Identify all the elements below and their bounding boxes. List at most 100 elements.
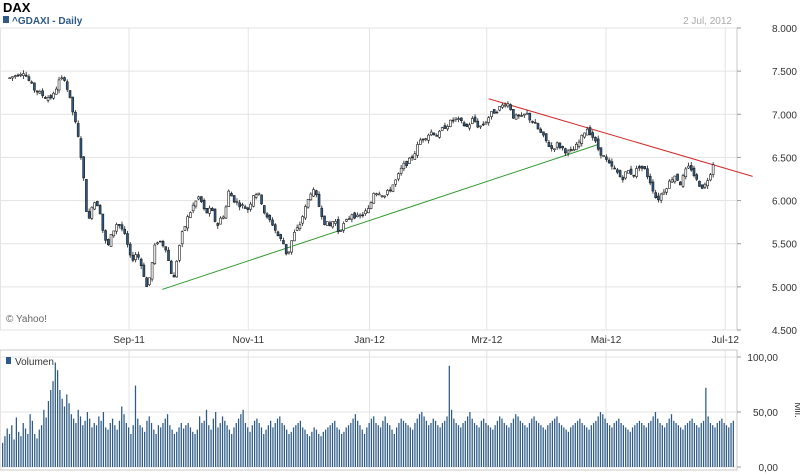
candle-body xyxy=(391,184,395,192)
candle-body xyxy=(388,189,392,192)
candle-body xyxy=(640,165,644,169)
volume-bar xyxy=(86,412,89,467)
volume-bar xyxy=(723,423,725,467)
candle-body xyxy=(68,90,72,98)
volume-bar xyxy=(732,420,734,467)
volume-bar xyxy=(164,418,166,467)
candle-body xyxy=(689,165,693,171)
volume-bar xyxy=(347,425,350,467)
volume-bar xyxy=(602,414,604,467)
volume-bar xyxy=(82,425,84,467)
volume-bar xyxy=(73,418,75,467)
volume-bar xyxy=(228,429,231,467)
volume-bar xyxy=(586,427,588,467)
volume-bar xyxy=(123,414,125,467)
volume-bar xyxy=(707,416,709,467)
candle-body xyxy=(602,155,605,157)
volume-bar xyxy=(689,420,691,467)
volume-bar xyxy=(595,420,597,467)
volume-bar xyxy=(38,429,40,467)
candle-body xyxy=(55,88,58,95)
candle-body xyxy=(533,122,537,124)
candle-body xyxy=(252,195,255,207)
candle-body xyxy=(221,216,225,219)
volume-bar xyxy=(302,427,304,467)
price-y-tick-label: 4.500 xyxy=(772,326,797,337)
candle-body xyxy=(22,73,25,76)
candle-body xyxy=(85,179,88,212)
volume-bar xyxy=(647,423,650,467)
price-x-tick-label: Jul-12 xyxy=(712,335,740,346)
volume-bar xyxy=(620,423,622,467)
candle-body xyxy=(309,193,313,201)
volume-bar xyxy=(22,423,24,467)
volume-bar xyxy=(611,427,613,467)
candle-body xyxy=(241,204,244,206)
candle-body xyxy=(52,92,55,99)
candle-body xyxy=(82,156,85,179)
volume-bar xyxy=(418,414,421,467)
volume-bar xyxy=(709,423,712,467)
candle-body xyxy=(670,179,674,183)
volume-bar xyxy=(641,423,643,467)
candle-body xyxy=(298,224,302,229)
volume-bar xyxy=(47,401,50,467)
volume-bar xyxy=(597,416,599,467)
candle-body xyxy=(703,183,707,188)
volume-bar xyxy=(63,406,66,467)
volume-bar xyxy=(519,420,521,467)
candle-body xyxy=(413,153,417,160)
candle-body xyxy=(629,168,633,175)
candle-body xyxy=(495,111,499,114)
candle-body xyxy=(681,175,685,187)
candle-body xyxy=(224,206,228,219)
volume-bar xyxy=(428,425,430,467)
volume-bar xyxy=(407,425,409,467)
volume-bar xyxy=(150,423,153,467)
volume-bar xyxy=(574,423,576,467)
volume-bar xyxy=(359,425,361,467)
candle-body xyxy=(131,254,135,261)
candle-body xyxy=(460,117,463,121)
volume-bar xyxy=(473,423,476,467)
candle-body xyxy=(575,143,578,151)
candle-body xyxy=(104,230,107,241)
volume-bar xyxy=(20,436,22,467)
volume-bar xyxy=(700,423,702,467)
volume-bar xyxy=(583,425,586,467)
price-y-tick-label: 6.000 xyxy=(772,197,797,208)
volume-y-tick-label: 100,00 xyxy=(747,353,778,364)
volume-bar xyxy=(535,420,537,467)
volume-bar xyxy=(283,425,286,467)
volume-bar xyxy=(338,429,340,467)
volume-bar xyxy=(496,420,499,467)
candle-body xyxy=(369,202,373,210)
volume-bar xyxy=(288,434,290,467)
volume-bar xyxy=(231,434,233,467)
volume-bar xyxy=(116,429,118,467)
candle-body xyxy=(227,190,231,207)
price-y-tick-label: 6.500 xyxy=(772,153,797,164)
candle-body xyxy=(375,193,378,196)
candle-body xyxy=(408,157,411,164)
volume-bar xyxy=(446,416,448,467)
candle-body xyxy=(33,82,36,91)
candle-body xyxy=(490,111,493,117)
volume-bar xyxy=(237,418,240,467)
candle-body xyxy=(90,206,94,219)
candle-body xyxy=(709,174,712,181)
volume-bar xyxy=(34,434,36,467)
candle-body xyxy=(487,117,491,123)
candle-body xyxy=(706,180,709,187)
volume-bar xyxy=(256,418,258,467)
volume-bar xyxy=(208,425,210,467)
volume-bar xyxy=(466,416,469,467)
volume-bar xyxy=(437,425,439,467)
volume-bar xyxy=(194,434,196,467)
volume-bar xyxy=(267,425,269,467)
candle-body xyxy=(594,136,597,142)
candle-body xyxy=(643,166,647,170)
volume-bar xyxy=(77,409,79,467)
candle-body xyxy=(394,179,397,185)
candle-body xyxy=(161,240,165,247)
